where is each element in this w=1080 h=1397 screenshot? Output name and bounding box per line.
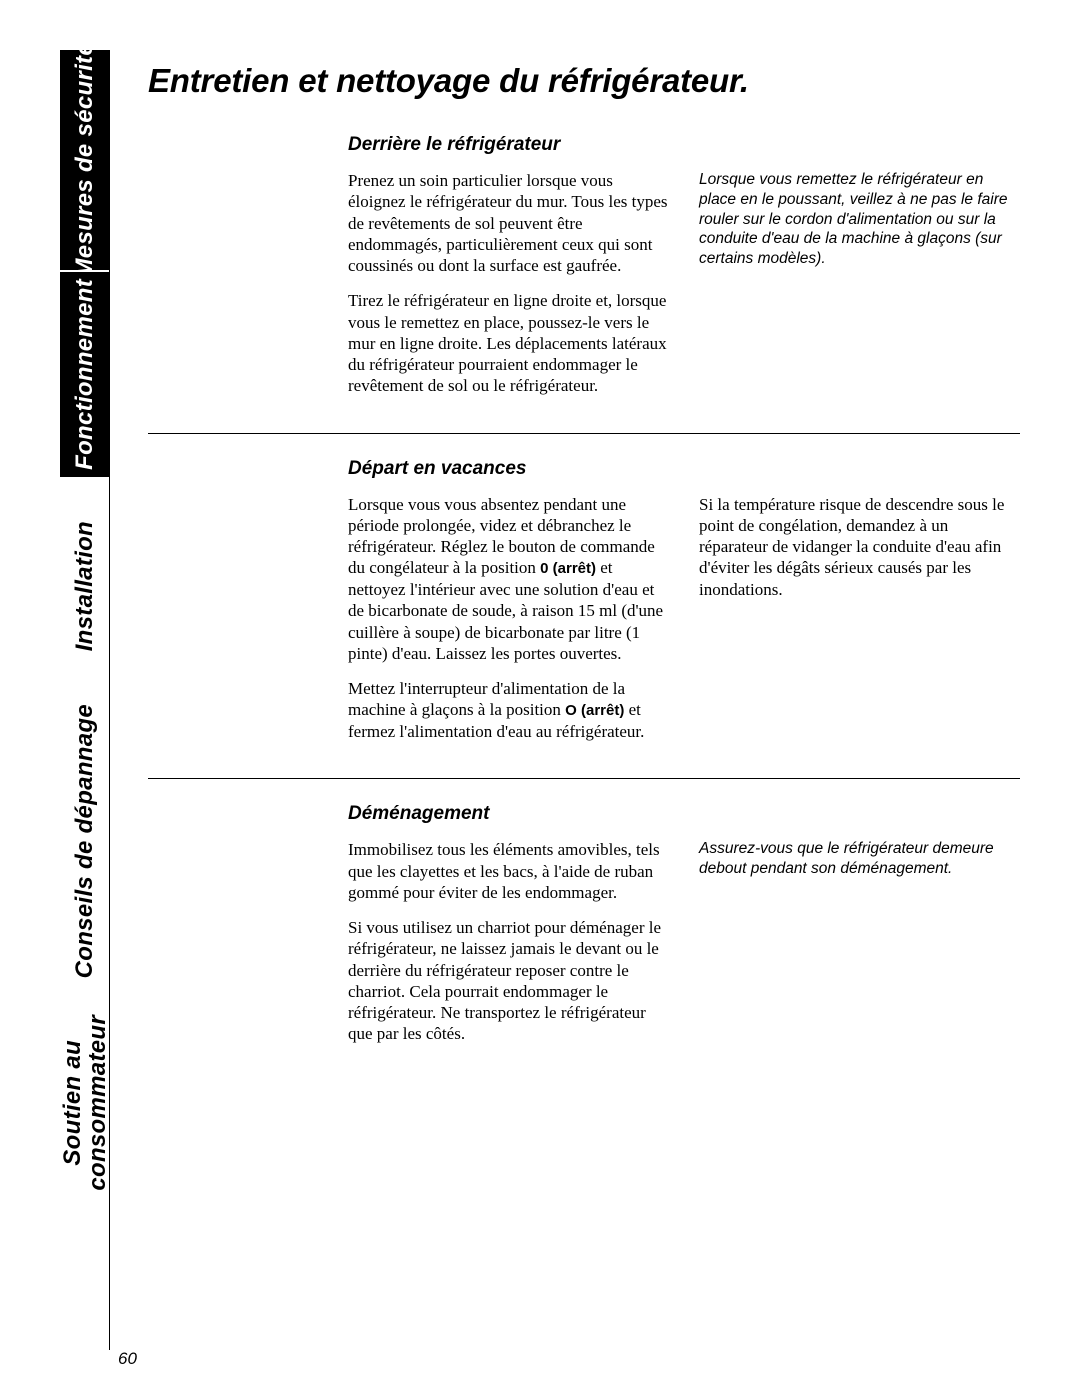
body-paragraph: Si la température risque de descendre so… — [699, 494, 1020, 600]
section-divider — [148, 778, 1020, 779]
sidebar-tab-label: Installation — [71, 521, 99, 651]
section-divider — [148, 433, 1020, 434]
section-col-right: Assurez-vous que le réfrigérateur demeur… — [699, 839, 1020, 1058]
sidebar-tab-label: Mesures de sécurité — [71, 42, 99, 278]
section-col-left: Lorsque vous vous absentez pendant une p… — [348, 494, 669, 757]
sidebar-tabs: Mesures de sécurité Fonctionnement Install… — [60, 50, 110, 1350]
section-col-right: Lorsque vous remettez le réfrigérateur e… — [699, 170, 1020, 411]
sidebar-tab-label: Conseils de dépannage — [71, 704, 99, 978]
body-paragraph: Mettez l'interrupteur d'alimentation de … — [348, 678, 669, 742]
section-col-left: Prenez un soin particulier lorsque vous … — [348, 170, 669, 411]
section-columns: Immobilisez tous les éléments amovibles,… — [348, 839, 1020, 1058]
page-title: Entretien et nettoyage du réfrigérateur. — [148, 62, 1020, 100]
section-columns: Prenez un soin particulier lorsque vous … — [348, 170, 1020, 411]
body-paragraph: Tirez le réfrigérateur en ligne droite e… — [348, 290, 669, 396]
section-col-right: Si la température risque de descendre so… — [699, 494, 1020, 757]
sidebar-tab-label: Soutien auconsommateur — [60, 1015, 110, 1191]
sidebar-tab-2: Installation — [60, 479, 110, 694]
sidebar-tab-1: Fonctionnement — [60, 272, 110, 477]
body-paragraph: Prenez un soin particulier lorsque vous … — [348, 170, 669, 276]
page-number: 60 — [118, 1349, 137, 1369]
section-1: Départ en vacances Lorsque vous vous abse… — [148, 458, 1020, 757]
sidebar-tab-0: Mesures de sécurité — [60, 50, 110, 270]
sidebar-tab-3: Conseils de dépannage — [60, 696, 110, 986]
sidebar-tab-label: Fonctionnement — [71, 279, 99, 470]
body-paragraph: Immobilisez tous les éléments amovibles,… — [348, 839, 669, 903]
section-heading: Départ en vacances — [348, 458, 1020, 480]
body-paragraph: Assurez-vous que le réfrigérateur demeur… — [699, 839, 1020, 879]
section-heading: Déménagement — [348, 803, 1020, 825]
section-columns: Lorsque vous vous absentez pendant une p… — [348, 494, 1020, 757]
main-content: Entretien et nettoyage du réfrigérateur.… — [110, 50, 1020, 1350]
section-col-left: Immobilisez tous les éléments amovibles,… — [348, 839, 669, 1058]
section-2: Déménagement Immobilisez tous les élément… — [148, 803, 1020, 1058]
sidebar-tab-4: Soutien auconsommateur — [60, 988, 110, 1218]
body-paragraph: Si vous utilisez un charriot pour déména… — [348, 917, 669, 1045]
section-0: Derrière le réfrigérateur Prenez un soin … — [148, 134, 1020, 411]
body-paragraph: Lorsque vous vous absentez pendant une p… — [348, 494, 669, 665]
body-paragraph: Lorsque vous remettez le réfrigérateur e… — [699, 170, 1020, 269]
section-heading: Derrière le réfrigérateur — [348, 134, 1020, 156]
